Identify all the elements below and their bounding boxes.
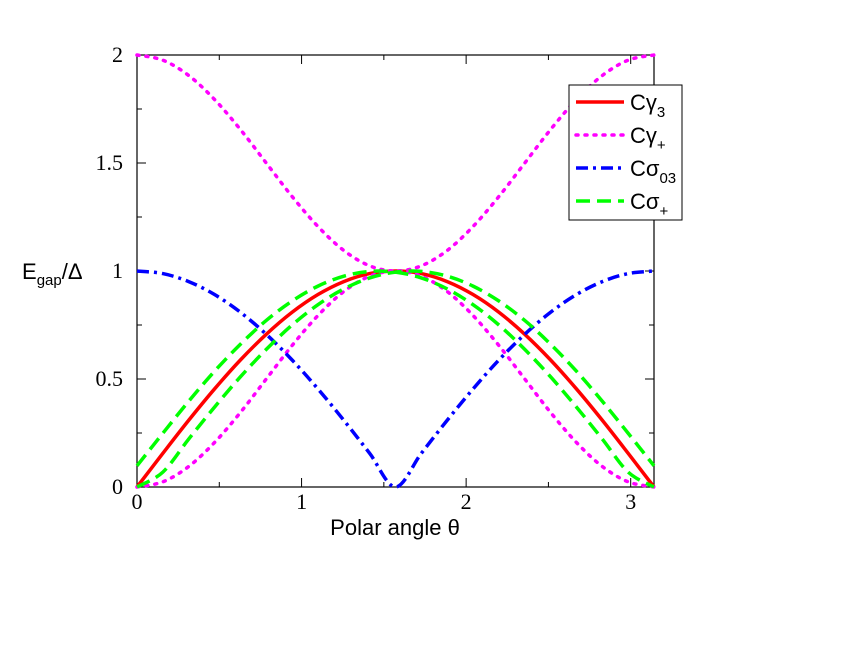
legend-label: Cσ03: [630, 156, 676, 187]
tick-labels: 0 1 2 3 0 0.5 1 1.5 2: [96, 42, 637, 514]
y-axis-label: Egap/Δ: [22, 259, 83, 289]
x-tick-label: 3: [625, 489, 636, 514]
x-tick-label: 2: [461, 489, 472, 514]
series-line-2: [136, 269, 655, 489]
y-tick-label: 1.5: [96, 150, 124, 175]
y-tick-label: 0: [112, 474, 123, 499]
series-line-3-mirror: [136, 269, 656, 489]
series-line-3: [135, 269, 655, 489]
x-tick-label: 0: [132, 489, 143, 514]
legend-label: Cγ+: [630, 123, 666, 154]
y-axis-label-sub: gap: [37, 272, 62, 289]
series-lines: [135, 53, 656, 489]
series-line-0: [135, 269, 656, 489]
series-line-1: [135, 269, 656, 489]
legend-box: [568, 84, 683, 221]
y-axis-label-tail: /Δ: [62, 259, 83, 284]
legend-label: Cγ3: [630, 90, 665, 121]
y-tick-label: 0.5: [96, 366, 124, 391]
x-tick-label: 1: [296, 489, 307, 514]
y-axis-label-main: E: [22, 259, 37, 284]
y-tick-label: 1: [112, 258, 123, 283]
legend-label: Cσ+: [630, 189, 668, 220]
y-tick-label: 2: [112, 42, 123, 67]
x-axis-label: Polar angle θ: [330, 515, 460, 540]
